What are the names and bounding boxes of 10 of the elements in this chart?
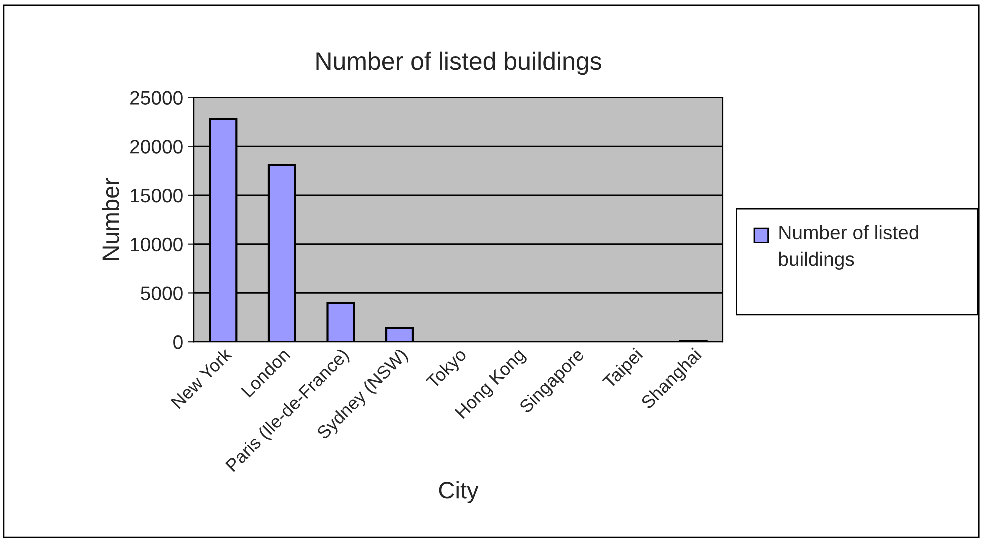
y-tick-label: 10000 [131,238,183,252]
y-tick-label: 15000 [131,188,183,203]
y-tick-label: 0 [174,336,183,350]
y-tick-label: 25000 [130,91,183,105]
y-tick-label: 5000 [141,286,183,300]
x-axis-title: City [439,481,479,504]
y-axis-title: Number [102,178,120,260]
legend-label: Number of listed buildings [779,225,918,270]
chart-title: Number of listed buildings [316,52,602,76]
y-tick-label: 20000 [130,140,183,154]
